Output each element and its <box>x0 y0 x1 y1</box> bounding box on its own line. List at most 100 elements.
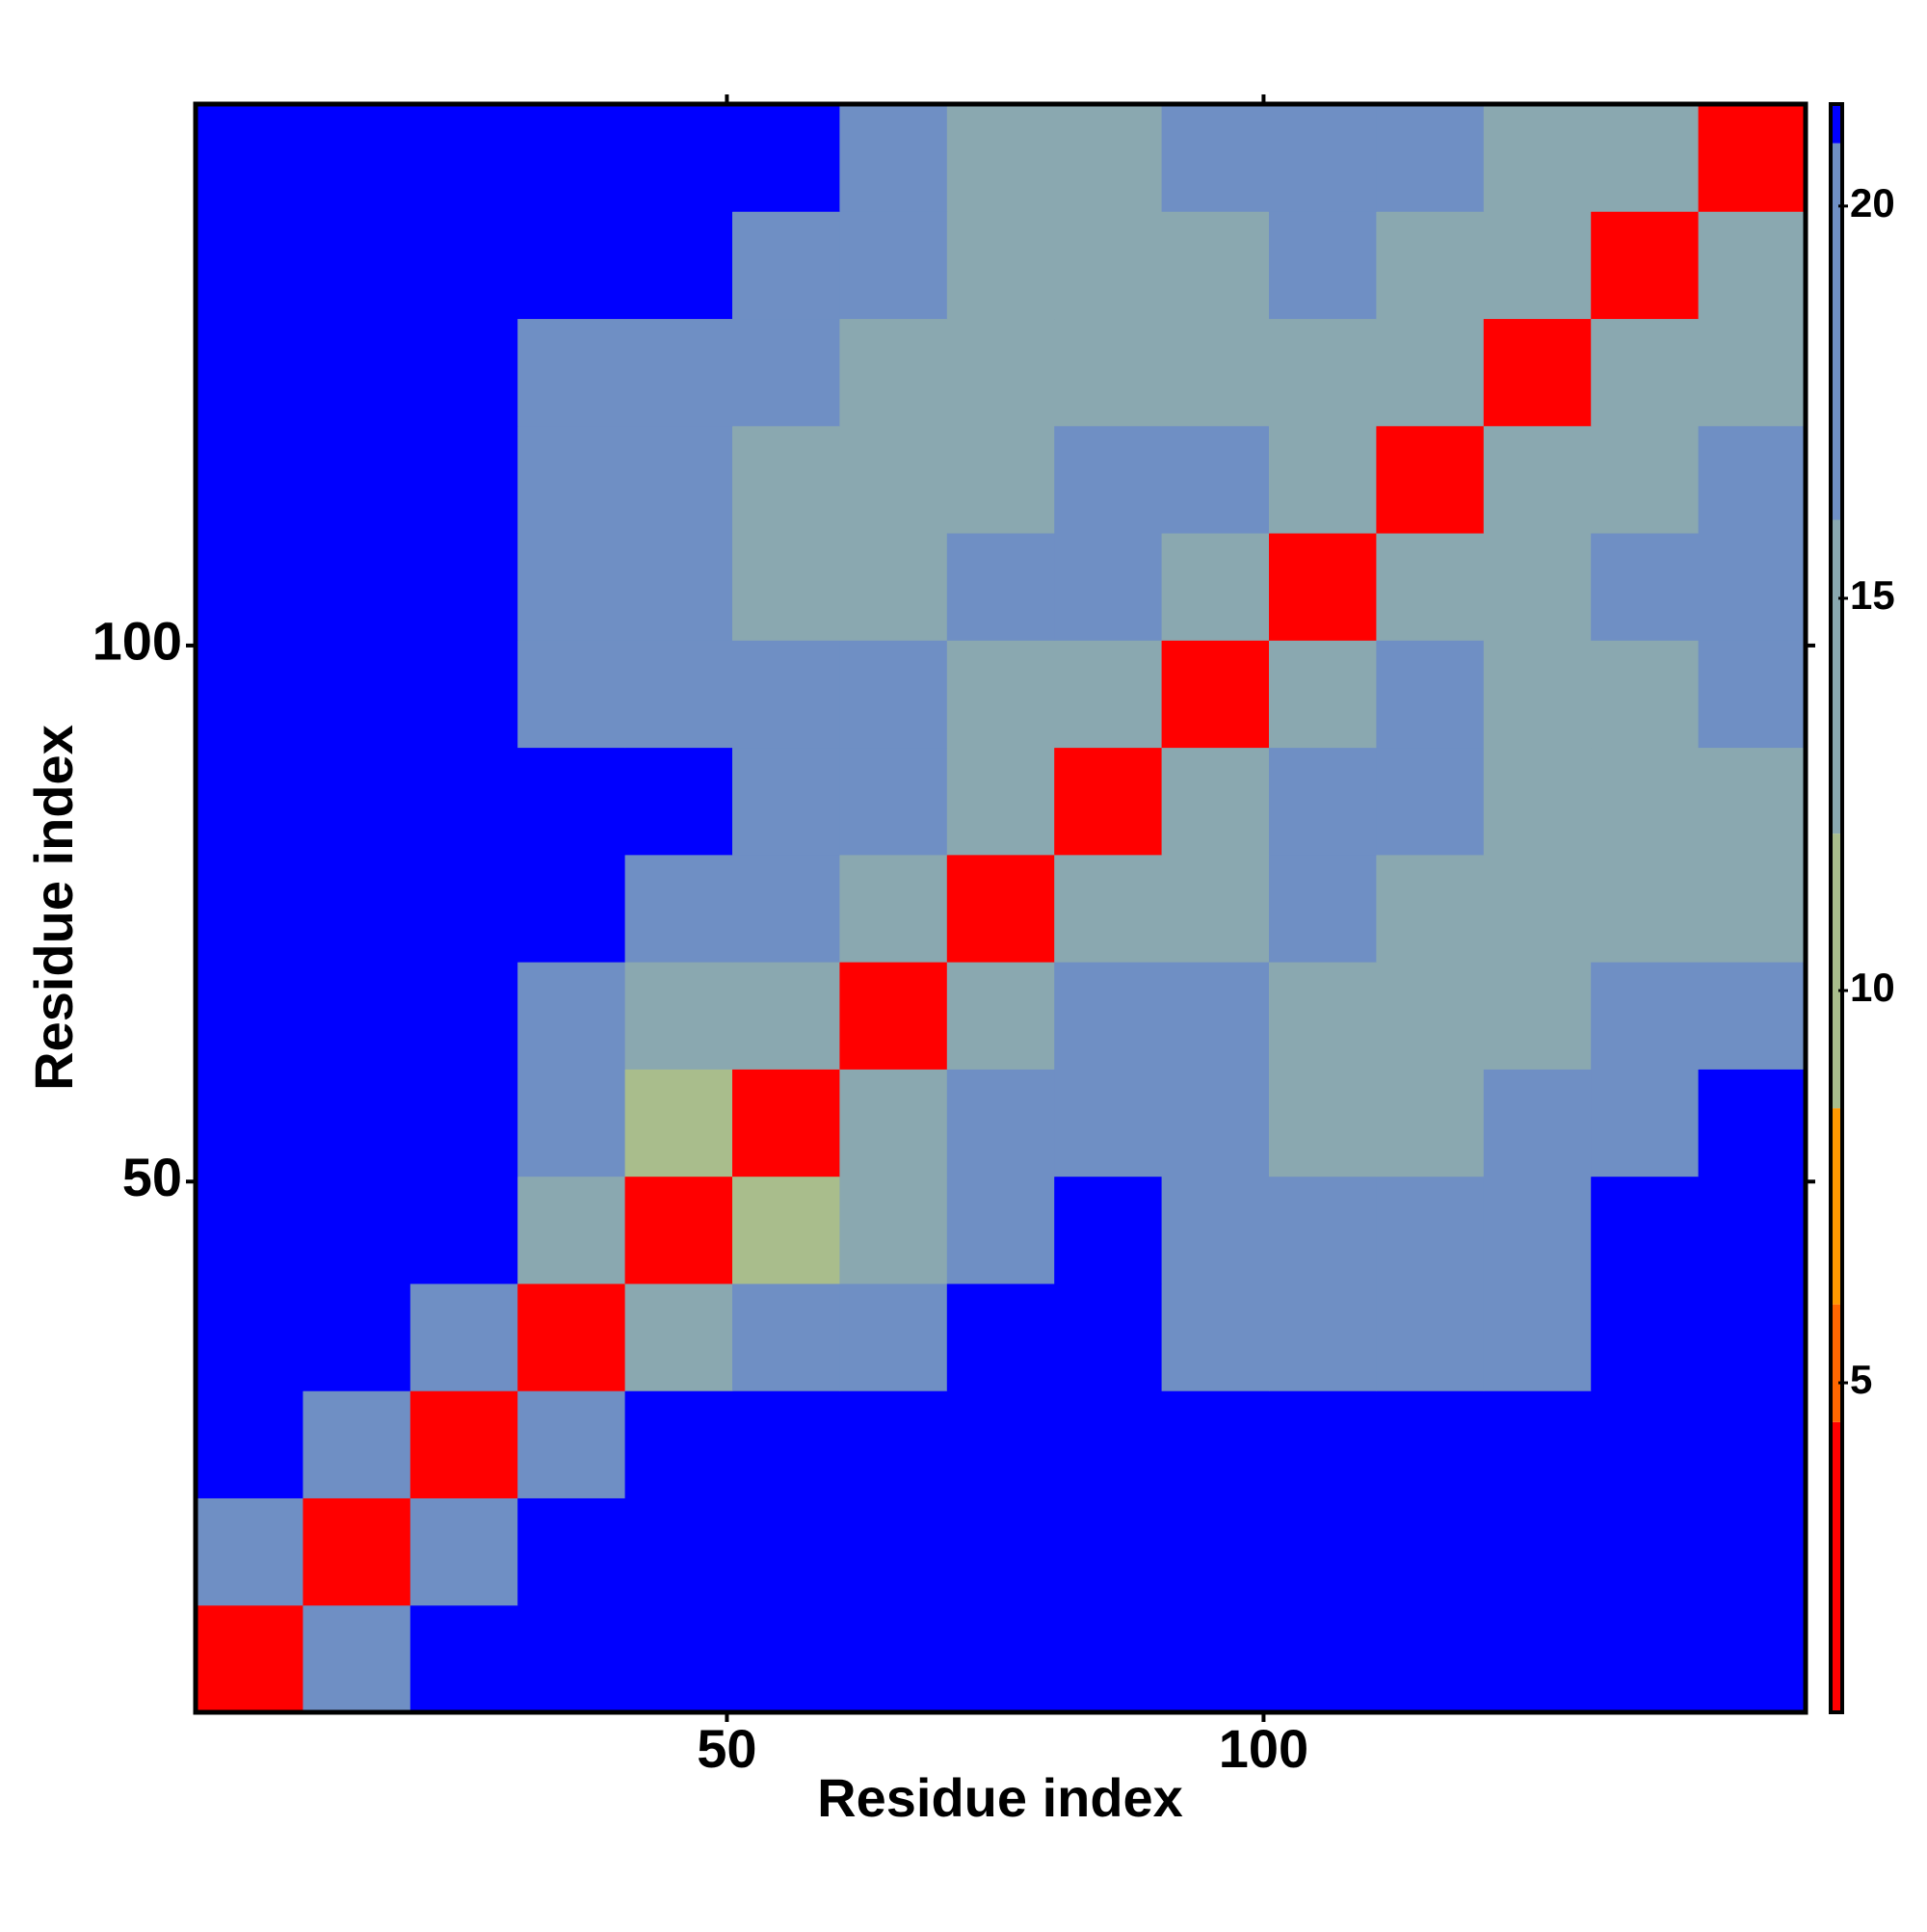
heatmap-cell <box>732 1497 840 1606</box>
heatmap-cell <box>1698 1497 1807 1606</box>
colorbar-segment <box>1831 143 1842 520</box>
heatmap-cell <box>1698 1283 1807 1391</box>
heatmap-cell <box>517 962 626 1070</box>
heatmap-cell <box>409 1497 518 1606</box>
heatmap-cell <box>1054 1604 1163 1713</box>
heatmap-cell <box>409 1390 518 1498</box>
heatmap-cell <box>1591 533 1700 641</box>
heatmap-cell <box>946 104 1055 212</box>
heatmap-cell <box>839 104 948 212</box>
y-axis-title: Residue index <box>23 725 84 1091</box>
heatmap-cell <box>409 854 518 963</box>
heatmap-cell <box>517 1176 626 1284</box>
heatmap-cell <box>517 1497 626 1606</box>
heatmap-cell <box>517 533 626 641</box>
heatmap-cell <box>1161 640 1270 749</box>
heatmap-cell <box>1698 854 1807 963</box>
heatmap-cell <box>517 211 626 320</box>
colorbar-segment <box>1831 1304 1842 1422</box>
heatmap-cell <box>732 640 840 749</box>
heatmap-cell <box>1591 854 1700 963</box>
heatmap-cell <box>1269 1176 1377 1284</box>
heatmap-cell <box>1269 1604 1377 1713</box>
heatmap-cell <box>1591 318 1700 427</box>
heatmap-cell <box>1483 854 1592 963</box>
heatmap-cell <box>1054 640 1163 749</box>
heatmap-cell <box>1591 211 1700 320</box>
heatmap-cell <box>1591 425 1700 534</box>
heatmap-cell <box>1698 640 1807 749</box>
heatmap-cell <box>839 854 948 963</box>
heatmap-cell <box>624 1390 733 1498</box>
heatmap-cell <box>196 533 304 641</box>
colorbar-tick-label: 10 <box>1850 965 1895 1010</box>
heatmap-cell <box>303 1497 411 1606</box>
heatmap-cell <box>1698 747 1807 856</box>
heatmap-cell <box>1161 1390 1270 1498</box>
heatmap-cell <box>1698 318 1807 427</box>
heatmap-cell <box>1698 962 1807 1070</box>
heatmap-cell <box>946 1604 1055 1713</box>
heatmap-cell <box>1376 1604 1485 1713</box>
heatmap-cell <box>624 1176 733 1284</box>
heatmap-cell <box>624 104 733 212</box>
heatmap-cell <box>732 425 840 534</box>
heatmap-cell <box>1376 533 1485 641</box>
heatmap-cell <box>1269 318 1377 427</box>
heatmap-cell <box>732 1176 840 1284</box>
heatmap-cell <box>732 962 840 1070</box>
heatmap-cell <box>946 211 1055 320</box>
heatmap-cell <box>196 1283 304 1391</box>
heatmap-cell <box>1269 854 1377 963</box>
heatmap-cell <box>1376 962 1485 1070</box>
heatmap-cell <box>1269 962 1377 1070</box>
colorbar-segment <box>1831 1108 1842 1305</box>
heatmap-cell <box>517 425 626 534</box>
heatmap-cell <box>1483 1604 1592 1713</box>
heatmap-cell <box>1483 318 1592 427</box>
heatmap-cell <box>1269 211 1377 320</box>
heatmap-cell <box>1161 1176 1270 1284</box>
heatmap-cell <box>1269 747 1377 856</box>
heatmap-cell <box>839 747 948 856</box>
y-tick-label: 100 <box>92 611 182 672</box>
heatmap-cell <box>409 1176 518 1284</box>
heatmap-cell <box>1483 747 1592 856</box>
heatmap-cell <box>1591 962 1700 1070</box>
heatmap-cell <box>946 318 1055 427</box>
heatmap-cell <box>946 640 1055 749</box>
heatmap-cell <box>196 1069 304 1178</box>
colorbar-segment <box>1831 1421 1842 1712</box>
heatmap-cell <box>839 1176 948 1284</box>
heatmap-cell <box>732 104 840 212</box>
heatmap-cell <box>1161 1604 1270 1713</box>
heatmap-cell <box>196 1176 304 1284</box>
heatmap-cell <box>1698 533 1807 641</box>
colorbar-tick-label: 5 <box>1850 1357 1872 1402</box>
heatmap-cell <box>1161 318 1270 427</box>
heatmap-cell <box>732 1069 840 1178</box>
heatmap-cell <box>839 1283 948 1391</box>
heatmap-cell <box>1376 1497 1485 1606</box>
heatmap-cell <box>196 425 304 534</box>
heatmap-cell <box>1054 533 1163 641</box>
heatmap-cell <box>409 318 518 427</box>
heatmap-cell <box>517 1283 626 1391</box>
heatmap-cell <box>303 1283 411 1391</box>
x-tick-label: 100 <box>1219 1718 1308 1779</box>
heatmap-cell <box>517 1069 626 1178</box>
heatmap-cell <box>1376 747 1485 856</box>
heatmap-cell <box>946 1176 1055 1284</box>
heatmap-cell <box>1591 1604 1700 1713</box>
heatmap-cell <box>839 1497 948 1606</box>
heatmap-cell <box>624 1283 733 1391</box>
heatmap-cell <box>1376 854 1485 963</box>
heatmap-cell <box>1054 211 1163 320</box>
heatmap-cell <box>303 1390 411 1498</box>
heatmap-cell <box>1054 104 1163 212</box>
heatmap-cell <box>303 1176 411 1284</box>
heatmap-cell <box>1376 104 1485 212</box>
heatmap-cell <box>1269 1497 1377 1606</box>
colorbar-segment <box>1831 834 1842 1109</box>
heatmap-cell <box>1483 425 1592 534</box>
